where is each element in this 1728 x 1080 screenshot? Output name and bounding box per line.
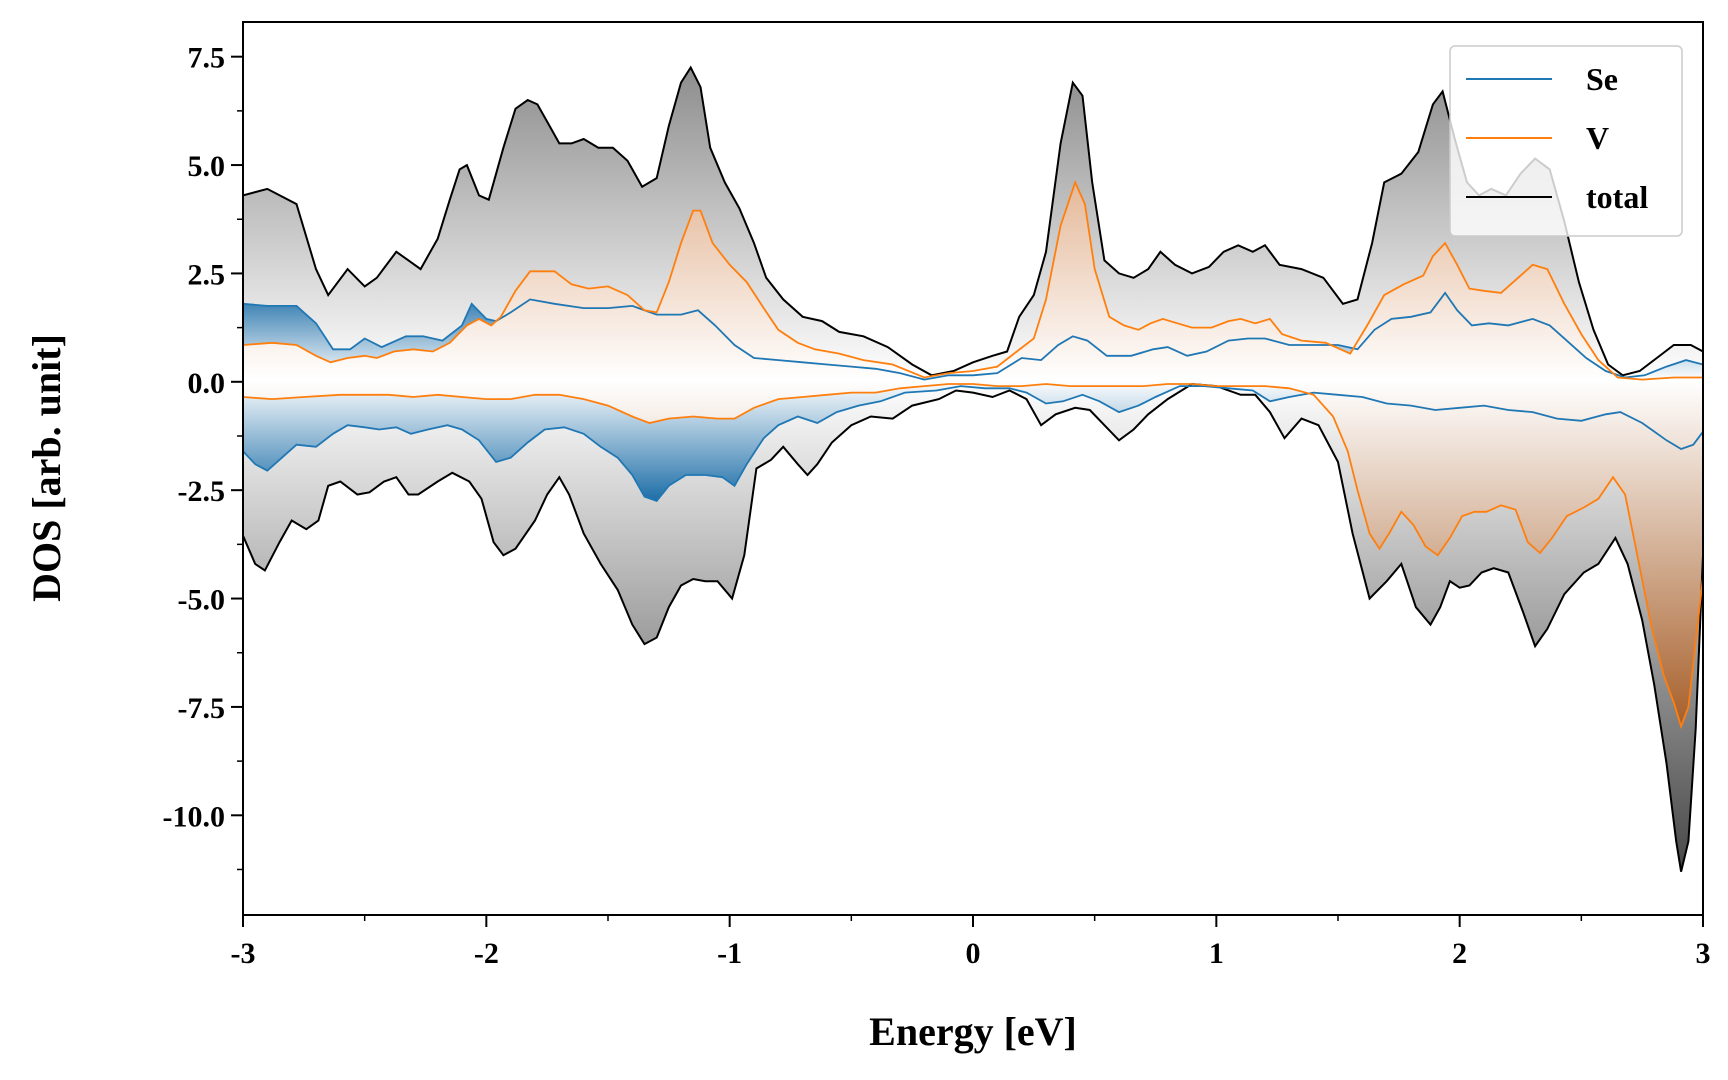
area-v-spin-up: [243, 182, 1703, 382]
legend: Se V total: [1449, 45, 1683, 237]
x-tick-label: -2: [474, 937, 499, 970]
x-tick-label: 1: [1209, 937, 1224, 970]
y-tick-label: 7.5: [188, 42, 226, 75]
x-axis-label: Energy [eV]: [869, 1009, 1077, 1054]
y-axis: 7.5 5.0 2.5 0.0 -2.5 -5.0 -7.5 -10.0: [163, 42, 243, 871]
line-se-spin-down: [243, 385, 1703, 503]
x-tick-label: 0: [966, 937, 981, 970]
y-tick-label: -5.0: [178, 584, 226, 617]
x-tick-label: -3: [231, 937, 256, 970]
y-tick-label: -10.0: [163, 800, 226, 833]
legend-label-v: V: [1586, 120, 1609, 156]
x-tick-label: -1: [717, 937, 742, 970]
legend-box: [1449, 45, 1683, 237]
line-v-spin-up: [243, 179, 1703, 381]
y-tick-label: 2.5: [188, 258, 226, 291]
y-tick-label: 5.0: [188, 150, 226, 183]
area-total-spin-down: [243, 381, 1703, 872]
area-se-spin-down: [243, 381, 1703, 501]
y-tick-label: -7.5: [178, 692, 226, 725]
line-se-spin-up: [243, 291, 1703, 381]
line-total-spin-down: [243, 382, 1703, 872]
y-axis-label: DOS [arb. unit]: [24, 334, 69, 602]
plot-area: [243, 65, 1703, 872]
y-tick-label: -2.5: [178, 475, 226, 508]
legend-label-total: total: [1586, 179, 1648, 215]
x-tick-label: 3: [1696, 937, 1711, 970]
x-tick-label: 2: [1452, 937, 1467, 970]
y-tick-label: 0.0: [188, 367, 226, 400]
line-v-spin-down: [243, 383, 1703, 730]
legend-label-se: Se: [1586, 61, 1618, 97]
area-v-spin-down: [243, 381, 1703, 727]
x-axis: -3 -2 -1 0 1 2 3: [231, 915, 1711, 970]
